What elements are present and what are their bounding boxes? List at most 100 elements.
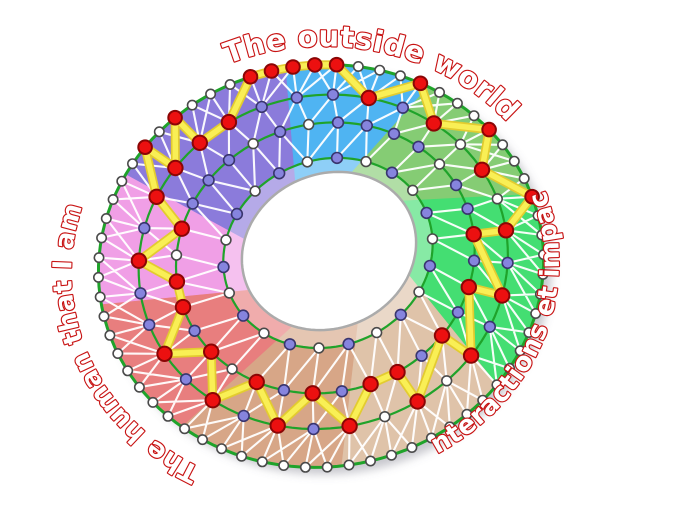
- graph-node-red[interactable]: [137, 139, 153, 155]
- graph-node-red[interactable]: [174, 298, 192, 316]
- graph-node-white[interactable]: [220, 234, 232, 246]
- graph-node-violet[interactable]: [412, 140, 425, 154]
- graph-node-white[interactable]: [497, 139, 509, 151]
- graph-node-white[interactable]: [258, 327, 270, 339]
- graph-node-violet[interactable]: [307, 422, 320, 436]
- graph-node-white[interactable]: [508, 155, 520, 167]
- graph-node-red[interactable]: [167, 159, 184, 177]
- graph-node-violet[interactable]: [277, 384, 291, 397]
- graph-node-violet[interactable]: [451, 306, 465, 319]
- graph-node-red[interactable]: [156, 345, 173, 362]
- graph-node-red[interactable]: [168, 273, 186, 290]
- graph-node-violet[interactable]: [179, 373, 193, 386]
- graph-node-white[interactable]: [444, 421, 456, 433]
- graph-node-violet[interactable]: [461, 202, 474, 215]
- graph-node-red[interactable]: [524, 188, 540, 205]
- graph-node-violet[interactable]: [330, 151, 344, 165]
- graph-node-red[interactable]: [409, 393, 426, 410]
- graph-node-red[interactable]: [433, 327, 451, 344]
- graph-node-white[interactable]: [503, 362, 515, 374]
- graph-node-red[interactable]: [285, 59, 301, 75]
- graph-node-white[interactable]: [413, 286, 425, 298]
- graph-node-red[interactable]: [389, 363, 406, 381]
- graph-node-red[interactable]: [220, 113, 238, 131]
- graph-node-violet[interactable]: [230, 207, 244, 221]
- graph-node-red[interactable]: [304, 385, 321, 402]
- graph-node-white[interactable]: [170, 249, 183, 261]
- graph-node-red[interactable]: [481, 121, 497, 138]
- graph-node-white[interactable]: [223, 287, 236, 299]
- graph-node-violet[interactable]: [283, 338, 297, 351]
- graph-node-white[interactable]: [407, 184, 419, 197]
- graph-node-violet[interactable]: [387, 127, 401, 141]
- graph-node-white[interactable]: [532, 210, 544, 222]
- graph-node-white[interactable]: [249, 185, 261, 197]
- graph-node-white[interactable]: [451, 97, 463, 109]
- graph-node-white[interactable]: [98, 310, 110, 322]
- graph-node-violet[interactable]: [360, 119, 373, 132]
- graph-node-white[interactable]: [426, 233, 439, 245]
- graph-node-white[interactable]: [360, 155, 372, 168]
- graph-node-violet[interactable]: [415, 349, 428, 362]
- graph-node-white[interactable]: [518, 173, 530, 185]
- graph-node-white[interactable]: [514, 345, 526, 357]
- graph-node-white[interactable]: [433, 158, 446, 170]
- graph-node-white[interactable]: [107, 194, 119, 206]
- graph-node-violet[interactable]: [202, 174, 215, 187]
- graph-node-red[interactable]: [204, 392, 221, 409]
- graph-node-white[interactable]: [94, 291, 106, 303]
- graph-node-violet[interactable]: [501, 256, 514, 270]
- graph-node-white[interactable]: [379, 411, 391, 423]
- graph-node-white[interactable]: [93, 252, 105, 264]
- graph-node-red[interactable]: [242, 69, 259, 85]
- graph-node-white[interactable]: [433, 86, 445, 98]
- graph-node-white[interactable]: [247, 138, 259, 150]
- graph-node-violet[interactable]: [394, 308, 407, 321]
- graph-node-white[interactable]: [394, 70, 406, 82]
- graph-node-white[interactable]: [104, 329, 116, 341]
- graph-node-white[interactable]: [153, 126, 165, 138]
- graph-node-white[interactable]: [256, 456, 268, 468]
- graph-node-red[interactable]: [462, 347, 480, 364]
- graph-node-violet[interactable]: [143, 318, 156, 331]
- graph-node-white[interactable]: [162, 410, 174, 422]
- graph-node-white[interactable]: [374, 64, 386, 76]
- graph-node-red[interactable]: [248, 373, 265, 391]
- graph-node-violet[interactable]: [188, 324, 201, 337]
- graph-node-red[interactable]: [473, 161, 491, 179]
- graph-node-violet[interactable]: [237, 309, 250, 322]
- graph-node-violet[interactable]: [217, 260, 230, 274]
- graph-node-white[interactable]: [491, 379, 503, 391]
- graph-node-violet[interactable]: [385, 166, 399, 179]
- graph-node-white[interactable]: [477, 394, 489, 406]
- graph-node-red[interactable]: [269, 417, 286, 434]
- graph-node-white[interactable]: [537, 249, 549, 261]
- graph-node-red[interactable]: [203, 343, 220, 360]
- graph-node-red[interactable]: [412, 75, 429, 92]
- graph-node-violet[interactable]: [335, 385, 349, 398]
- graph-node-white[interactable]: [468, 110, 480, 122]
- graph-node-red[interactable]: [425, 115, 442, 132]
- graph-node-violet[interactable]: [290, 91, 303, 104]
- graph-node-white[interactable]: [441, 375, 453, 387]
- graph-node-white[interactable]: [454, 138, 467, 151]
- graph-node-white[interactable]: [100, 213, 112, 225]
- graph-node-white[interactable]: [425, 432, 437, 444]
- graph-node-violet[interactable]: [138, 221, 151, 235]
- graph-node-white[interactable]: [537, 268, 549, 280]
- graph-node-white[interactable]: [179, 423, 191, 435]
- graph-node-violet[interactable]: [420, 206, 433, 220]
- graph-node-white[interactable]: [133, 381, 145, 393]
- graph-node-white[interactable]: [321, 461, 333, 473]
- graph-node-white[interactable]: [534, 288, 546, 300]
- graph-node-white[interactable]: [205, 88, 217, 100]
- graph-node-red[interactable]: [173, 220, 191, 237]
- graph-node-white[interactable]: [147, 396, 159, 408]
- graph-node-red[interactable]: [494, 287, 511, 304]
- graph-node-white[interactable]: [122, 365, 134, 377]
- graph-node-violet[interactable]: [423, 259, 437, 273]
- graph-node-white[interactable]: [385, 449, 397, 461]
- graph-node-white[interactable]: [116, 175, 128, 187]
- graph-node-red[interactable]: [263, 63, 280, 79]
- graph-node-white[interactable]: [278, 459, 290, 471]
